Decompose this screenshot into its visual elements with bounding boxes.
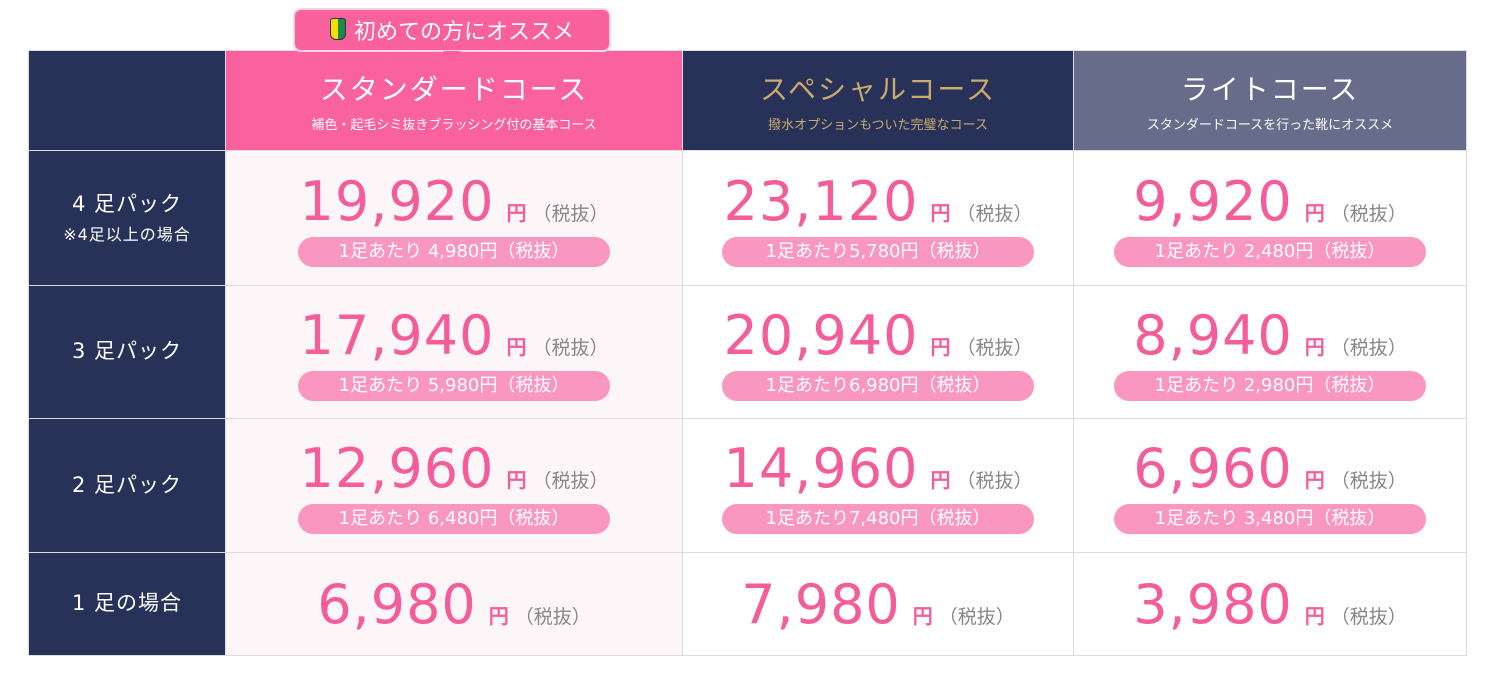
tax-note: （税抜） <box>1330 470 1407 492</box>
row-label: 3 足パック <box>28 285 226 419</box>
per-pair-price: 1足あたり 2,480円（税抜） <box>1114 236 1426 267</box>
tax-note: （税抜） <box>514 605 591 628</box>
yen-unit: 円 <box>506 468 527 492</box>
yen-unit: 円 <box>930 468 951 492</box>
price-cell: 17,940 円（税抜） 1足あたり 5,980円（税抜） <box>225 285 683 419</box>
per-pair-price: 1足あたり 2,980円（税抜） <box>1114 370 1426 401</box>
course-desc: 撥水オプションもついた完璧なコース <box>768 118 988 133</box>
price-total: 12,960 <box>299 437 495 500</box>
pack-label: 3 足パック <box>71 339 183 364</box>
pack-label: 4 足パック <box>71 192 183 217</box>
row-label: 1 足の場合 <box>28 552 226 656</box>
price-cell: 14,960 円（税抜） 1足あたり7,480円（税抜） <box>682 418 1074 553</box>
yen-unit: 円 <box>1304 200 1325 225</box>
price-cell: 6,980 円（税抜） <box>225 552 683 656</box>
price-table: スタンダードコース補色・起毛シミ抜きブラッシング付の基本コース スペシャルコース… <box>28 50 1467 656</box>
price-cell: 9,920 円（税抜） 1足あたり 2,480円（税抜） <box>1073 150 1467 286</box>
tax-note: （税抜） <box>956 202 1033 225</box>
yen-unit: 円 <box>506 334 527 359</box>
per-pair-price: 1足あたり6,980円（税抜） <box>722 370 1034 401</box>
corner-cell <box>28 50 226 151</box>
price: 7,980 円（税抜） <box>683 573 1073 636</box>
pack-note: ※4足以上の場合 <box>63 225 191 244</box>
tax-note: （税抜） <box>532 202 609 225</box>
pack-label: 1 足の場合 <box>71 591 183 616</box>
price-cell: 12,960 円（税抜） 1足あたり 6,480円（税抜） <box>225 418 683 553</box>
per-pair-price: 1足あたり 6,480円（税抜） <box>298 504 610 534</box>
yen-unit: 円 <box>930 334 951 359</box>
price-total: 19,920 <box>299 169 495 233</box>
price: 19,920 円（税抜） <box>226 170 682 233</box>
price: 6,980 円（税抜） <box>226 573 682 636</box>
course-name: スタンダードコース <box>319 73 589 106</box>
yen-unit: 円 <box>1304 468 1325 492</box>
tax-note: （税抜） <box>938 605 1015 628</box>
tax-note: （税抜） <box>532 470 609 492</box>
price: 9,920 円（税抜） <box>1074 170 1466 233</box>
price-total: 7,980 <box>741 572 901 636</box>
price-cell: 8,940 円（税抜） 1足あたり 2,980円（税抜） <box>1073 285 1467 419</box>
yen-unit: 円 <box>930 200 951 225</box>
course-name: スペシャルコース <box>759 73 997 106</box>
pack-label: 2 足パック <box>71 472 183 497</box>
price-total: 3,980 <box>1133 572 1293 636</box>
price-cell: 3,980 円（税抜） <box>1073 552 1467 656</box>
price: 12,960 円（税抜） <box>226 437 682 500</box>
recommended-badge: 初めての方にオススメ <box>293 8 611 62</box>
price-cell: 7,980 円（税抜） <box>682 552 1074 656</box>
tax-note: （税抜） <box>1330 605 1407 628</box>
tax-note: （税抜） <box>956 470 1033 492</box>
tax-note: （税抜） <box>1330 202 1407 225</box>
course-desc: 補色・起毛シミ抜きブラッシング付の基本コース <box>311 118 597 133</box>
per-pair-price: 1足あたり7,480円（税抜） <box>722 504 1034 534</box>
per-pair-price: 1足あたり5,780円（税抜） <box>722 236 1034 267</box>
yen-unit: 円 <box>506 200 527 225</box>
price-total: 17,940 <box>299 303 495 367</box>
price: 8,940 円（税抜） <box>1074 304 1466 367</box>
price-total: 20,940 <box>723 303 919 367</box>
table-row: 2 足パック 12,960 円（税抜） 1足あたり 6,480円（税抜） 14,960 円… <box>28 418 1467 553</box>
price: 20,940 円（税抜） <box>683 304 1073 367</box>
yen-unit: 円 <box>1304 603 1325 628</box>
price: 23,120 円（税抜） <box>683 170 1073 233</box>
per-pair-price: 1足あたり 4,980円（税抜） <box>298 236 610 267</box>
course-name: ライトコース <box>1180 73 1360 106</box>
badge-label: 初めての方にオススメ <box>353 20 574 45</box>
yen-unit: 円 <box>1304 334 1325 359</box>
per-pair-price: 1足あたり 3,480円（税抜） <box>1114 504 1426 534</box>
row-label: 4 足パック ※4足以上の場合 <box>28 150 226 286</box>
tax-note: （税抜） <box>956 336 1033 359</box>
price: 3,980 円（税抜） <box>1074 573 1466 636</box>
course-desc: スタンダードコースを行った靴にオススメ <box>1146 118 1394 133</box>
price-total: 6,960 <box>1133 437 1293 500</box>
per-pair-price: 1足あたり 5,980円（税抜） <box>298 370 610 401</box>
table-row: 4 足パック ※4足以上の場合 19,920 円（税抜） 1足あたり 4,980円（税抜… <box>28 150 1467 286</box>
price-total: 6,980 <box>317 572 477 636</box>
tax-note: （税抜） <box>1330 336 1407 359</box>
table-row: 3 足パック 17,940 円（税抜） 1足あたり 5,980円（税抜） 20,940 円… <box>28 285 1467 419</box>
price-cell: 6,960 円（税抜） 1足あたり 3,480円（税抜） <box>1073 418 1467 553</box>
table-row: 1 足の場合 6,980 円（税抜） 7,980 円（税抜） 3,980 円（税抜） <box>28 552 1467 656</box>
tax-note: （税抜） <box>532 336 609 359</box>
course-header-light: ライトコーススタンダードコースを行った靴にオススメ <box>1073 50 1467 151</box>
beginner-mark-icon <box>329 18 346 42</box>
row-label: 2 足パック <box>28 418 226 553</box>
price-cell: 19,920 円（税抜） 1足あたり 4,980円（税抜） <box>225 150 683 286</box>
price-cell: 23,120 円（税抜） 1足あたり5,780円（税抜） <box>682 150 1074 286</box>
price-total: 23,120 <box>723 169 919 233</box>
price: 6,960 円（税抜） <box>1074 437 1466 500</box>
price-total: 9,920 <box>1133 169 1293 233</box>
price: 17,940 円（税抜） <box>226 304 682 367</box>
price-cell: 20,940 円（税抜） 1足あたり6,980円（税抜） <box>682 285 1074 419</box>
course-header-standard: スタンダードコース補色・起毛シミ抜きブラッシング付の基本コース <box>225 50 683 151</box>
yen-unit: 円 <box>488 603 509 628</box>
course-header-special: スペシャルコース撥水オプションもついた完璧なコース <box>682 50 1074 151</box>
price-total: 8,940 <box>1133 303 1293 367</box>
price: 14,960 円（税抜） <box>683 437 1073 500</box>
price-total: 14,960 <box>723 437 919 500</box>
yen-unit: 円 <box>912 603 933 628</box>
